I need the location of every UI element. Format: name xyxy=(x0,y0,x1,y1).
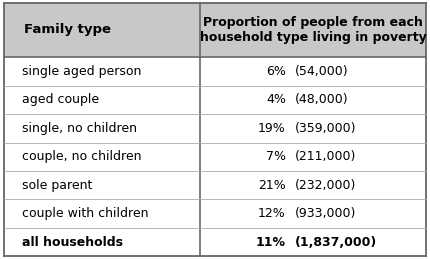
Text: 12%: 12% xyxy=(258,207,286,220)
Text: 4%: 4% xyxy=(266,93,286,106)
Text: (54,000): (54,000) xyxy=(295,65,349,78)
Text: (211,000): (211,000) xyxy=(295,150,356,163)
Text: (48,000): (48,000) xyxy=(295,93,349,106)
Text: single, no children: single, no children xyxy=(22,122,137,135)
Text: sole parent: sole parent xyxy=(22,179,92,192)
Text: (933,000): (933,000) xyxy=(295,207,356,220)
Text: (232,000): (232,000) xyxy=(295,179,356,192)
Text: 11%: 11% xyxy=(256,236,286,249)
Text: 21%: 21% xyxy=(258,179,286,192)
Text: couple, no children: couple, no children xyxy=(22,150,141,163)
Text: (1,837,000): (1,837,000) xyxy=(295,236,377,249)
Text: couple with children: couple with children xyxy=(22,207,148,220)
Text: single aged person: single aged person xyxy=(22,65,141,78)
Text: Proportion of people from each
household type living in poverty: Proportion of people from each household… xyxy=(200,16,427,44)
Text: aged couple: aged couple xyxy=(22,93,99,106)
Text: 19%: 19% xyxy=(258,122,286,135)
Text: 6%: 6% xyxy=(266,65,286,78)
Text: all households: all households xyxy=(22,236,123,249)
Bar xyxy=(4,3,426,57)
Text: (359,000): (359,000) xyxy=(295,122,356,135)
Text: 7%: 7% xyxy=(266,150,286,163)
Text: Family type: Family type xyxy=(24,23,111,36)
